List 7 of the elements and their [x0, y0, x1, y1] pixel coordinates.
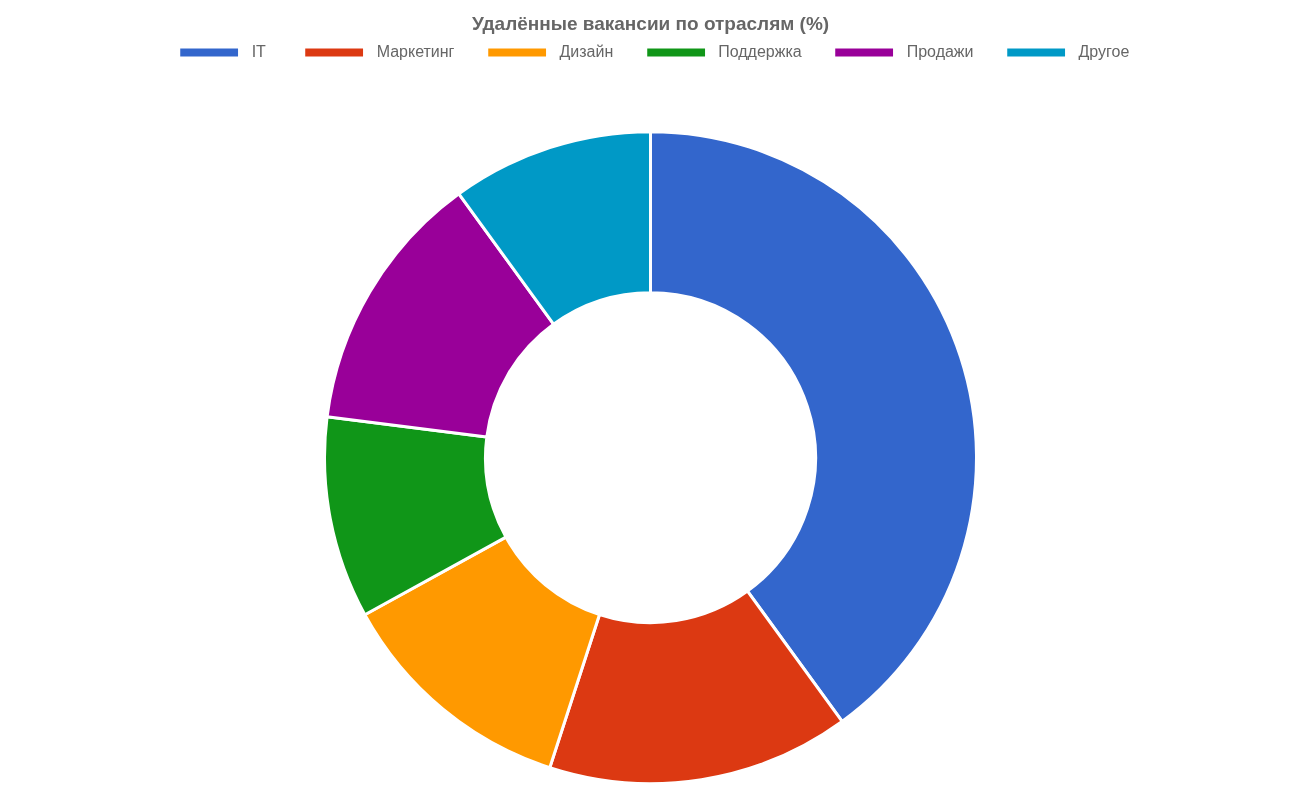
legend-label: Продажи	[906, 43, 974, 61]
legend-label: Другое	[1078, 43, 1130, 61]
legend-label: Дизайн	[559, 43, 614, 61]
legend-label: Маркетинг	[376, 43, 455, 61]
legend-label: IT	[251, 43, 267, 61]
legend-label: Поддержка	[718, 43, 802, 61]
chart-title: Удалённые вакансии по отраслям (%)	[471, 12, 830, 34]
